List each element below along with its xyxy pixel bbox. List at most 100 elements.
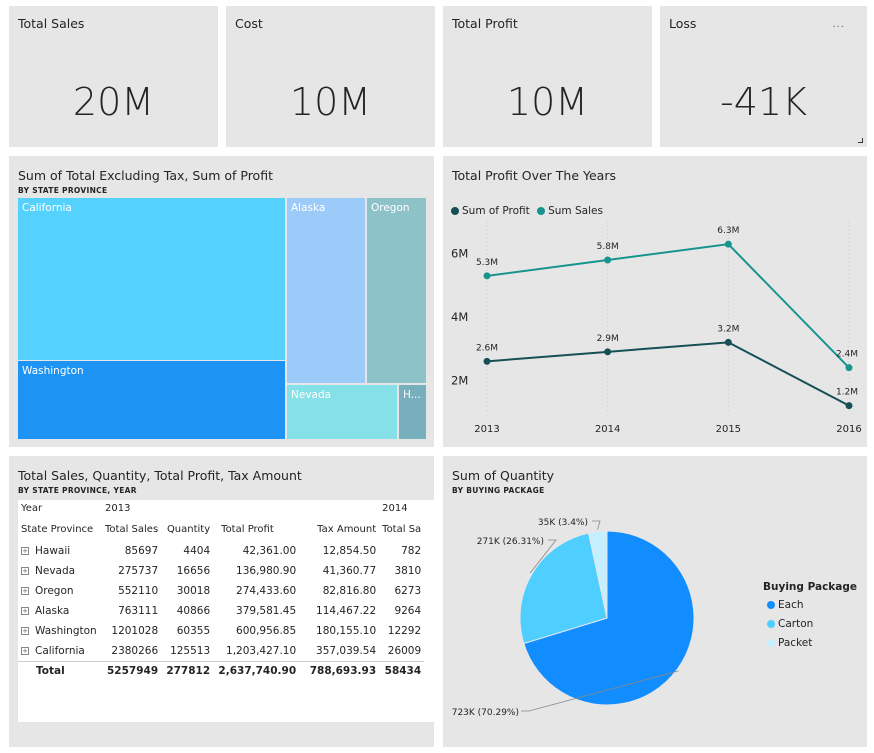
row-header[interactable]: + Alaska	[18, 601, 102, 621]
year-2014[interactable]: 2014	[382, 503, 408, 514]
table-cell: 12,854.50	[322, 545, 377, 557]
more-options-icon[interactable]: ···	[832, 22, 845, 33]
treemap-label: Oregon	[371, 202, 410, 214]
treemap-label: Washington	[22, 365, 84, 377]
table-cell: 125513	[170, 644, 211, 657]
table-cell: 12292	[387, 625, 422, 637]
treemap-visual[interactable]: Sum of Total Excluding Tax, Sum of Profi…	[9, 156, 434, 447]
expand-icon[interactable]: +	[21, 547, 29, 555]
expand-icon[interactable]: +	[21, 607, 29, 615]
col-header[interactable]: Total Sales	[105, 523, 159, 535]
treemap-label: H...	[403, 389, 421, 401]
treemap-label: Alaska	[291, 202, 326, 214]
treemap-cell-hawaii[interactable]: H...	[399, 385, 426, 439]
series-line	[486, 243, 850, 369]
expand-icon[interactable]: +	[21, 587, 29, 595]
visual-title: Sum of Total Excluding Tax, Sum of Profi…	[18, 168, 273, 183]
table-cell: 42,361.00	[242, 545, 297, 557]
legend-item-sales[interactable]: Sum Sales	[537, 205, 603, 217]
row-header[interactable]: + California	[18, 641, 102, 661]
row-header[interactable]: + Oregon	[18, 581, 102, 601]
table-cell: 2380266	[111, 644, 159, 657]
table-row[interactable]: + California 2380266 125513 1,203,427.10 357,…	[18, 641, 424, 661]
col-header[interactable]: Tax Amount	[317, 523, 377, 535]
kpi-card-total-profit[interactable]: Total Profit 10M	[443, 6, 652, 147]
data-label: 723K (70.29%)	[452, 708, 519, 718]
legend-label: Sum Sales	[548, 205, 603, 217]
pie-slice[interactable]	[587, 530, 608, 619]
pie-slice[interactable]	[523, 530, 695, 706]
x-tick-label: 2013	[474, 424, 499, 435]
treemap-cell-alaska[interactable]: Alaska	[287, 198, 365, 383]
kpi-value: -41K	[720, 80, 807, 124]
year-2013[interactable]: 2013	[105, 503, 131, 514]
data-point	[483, 357, 491, 365]
expand-icon[interactable]: +	[21, 567, 29, 575]
table-row[interactable]: + Hawaii 85697 4404 42,361.00 12,854.50 782	[18, 541, 424, 561]
chart-legend: Sum of Profit Sum Sales	[451, 205, 607, 217]
table-row[interactable]: + Oregon 552110 30018 274,433.60 82,816.80 627…	[18, 581, 424, 601]
expand-icon[interactable]: +	[21, 646, 29, 655]
row-header[interactable]: + Washington	[18, 621, 102, 641]
treemap-cell-washington[interactable]: Washington	[18, 361, 285, 439]
leader-line	[529, 539, 557, 574]
table-cell: 180,155.10	[316, 625, 377, 637]
total-cell: 788,693.93	[299, 660, 380, 681]
legend-item-carton[interactable]: Carton	[763, 618, 857, 630]
matrix-table-wrap[interactable]: Year 2013 2014 State Province Total Sale…	[18, 500, 434, 722]
row-header[interactable]: + Hawaii	[18, 541, 102, 561]
kpi-card-cost[interactable]: Cost 10M	[226, 6, 435, 147]
table-cell: 1,203,427.10	[226, 644, 297, 657]
table-cell: 16656	[176, 565, 211, 577]
expand-icon[interactable]: +	[21, 627, 29, 635]
col-header[interactable]: Total Sa	[382, 523, 422, 535]
table-cell: 357,039.54	[316, 644, 377, 657]
row-header[interactable]: + Nevada	[18, 561, 102, 581]
table-cell: 782	[401, 545, 422, 557]
x-tick-label: 2015	[716, 424, 741, 435]
line-chart-plot: 2M 4M 6M 2013 2014 2015 2016 5.3M 5.8M 6.3M 2.4M 2.…	[451, 222, 862, 435]
legend-item-profit[interactable]: Sum of Profit	[451, 205, 530, 217]
kpi-title: Loss	[669, 16, 697, 31]
matrix-visual[interactable]: Total Sales, Quantity, Total Profit, Tax…	[9, 456, 434, 747]
data-point	[604, 348, 612, 356]
state-name: Oregon	[35, 585, 74, 597]
table-cell: 41,360.77	[322, 565, 377, 577]
table-cell: 552110	[118, 585, 159, 597]
col-header[interactable]: Quantity	[166, 523, 211, 535]
table-cell: 82,816.80	[322, 585, 377, 597]
legend-item-packet[interactable]: Packet	[763, 637, 857, 649]
kpi-card-loss[interactable]: Loss ··· -41K	[660, 6, 867, 147]
legend-dot-icon	[767, 601, 775, 609]
treemap-cell-nevada[interactable]: Nevada	[287, 385, 397, 439]
table-cell: 763111	[118, 605, 159, 617]
legend-label: Carton	[778, 618, 814, 630]
col-header[interactable]: State Province	[21, 523, 94, 535]
table-row[interactable]: + Nevada 275737 16656 136,980.90 41,360.77 381…	[18, 561, 424, 581]
table-cell: 379,581.45	[236, 605, 297, 617]
table-row[interactable]: + Alaska 763111 40866 379,581.45 114,467.22 92…	[18, 601, 424, 621]
resize-handle-icon[interactable]	[858, 138, 863, 143]
kpi-value: 10M	[289, 80, 372, 124]
year-label: Year	[21, 503, 43, 514]
pie-slice[interactable]	[519, 532, 608, 645]
legend-title: Buying Package	[763, 581, 857, 593]
visual-title: Total Profit Over The Years	[452, 168, 616, 183]
table-cell: 136,980.90	[236, 565, 297, 577]
treemap-label: California	[22, 202, 72, 214]
state-name: Alaska	[35, 605, 70, 617]
legend-dot-icon	[767, 639, 775, 647]
visual-subtitle: BY STATE PROVINCE	[18, 186, 108, 195]
legend-item-each[interactable]: Each	[763, 599, 857, 611]
treemap-cell-california[interactable]: California	[18, 198, 285, 360]
total-cell: 5257949	[102, 660, 162, 681]
data-point	[724, 338, 732, 346]
col-header[interactable]: Total Profit	[221, 523, 274, 535]
pie-chart-visual[interactable]: Sum of Quantity BY BUYING PACKAGE 723K (…	[443, 456, 867, 747]
kpi-card-total-sales[interactable]: Total Sales 20M	[9, 6, 218, 147]
y-tick-label: 2M	[451, 373, 468, 387]
table-row[interactable]: + Washington 1201028 60355 600,956.85 180,155…	[18, 621, 424, 641]
line-chart-visual[interactable]: Total Profit Over The Years Sum of Profi…	[443, 156, 867, 447]
treemap-cell-oregon[interactable]: Oregon	[367, 198, 426, 383]
table-cell: 30018	[176, 585, 211, 597]
